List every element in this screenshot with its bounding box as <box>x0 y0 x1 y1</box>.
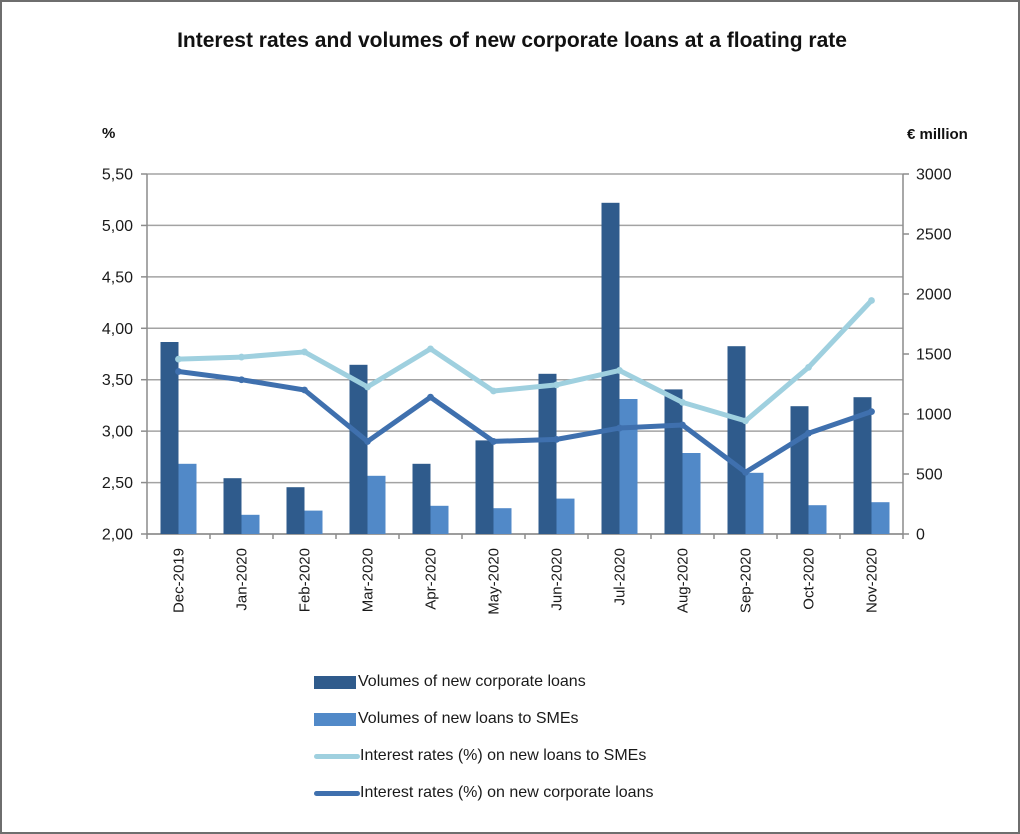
x-axis-category-label: Aug-2020 <box>675 548 692 613</box>
x-axis-category-label: Dec-2019 <box>171 548 188 613</box>
bar-volumes-corporate-Aug-2020 <box>664 389 683 534</box>
x-axis-category-label: Nov-2020 <box>864 548 881 613</box>
right-axis-tick-label: 2000 <box>916 287 952 304</box>
bar-volumes-corporate-Oct-2020 <box>790 406 809 534</box>
bar-volumes-smes-May-2020 <box>493 508 512 534</box>
marker-rates-smes-Nov-2020 <box>868 297 875 304</box>
marker-rates-corporate-Jan-2020 <box>238 376 245 384</box>
bar-volumes-smes-Jul-2020 <box>619 399 638 534</box>
marker-rates-corporate-Apr-2020 <box>427 393 434 401</box>
bar-volumes-smes-Oct-2020 <box>808 505 827 534</box>
bar-volumes-smes-Apr-2020 <box>430 505 449 534</box>
bar-volumes-corporate-Dec-2019 <box>160 342 179 534</box>
left-axis-tick-label: 2,50 <box>102 475 133 492</box>
marker-rates-smes-Aug-2020 <box>679 398 686 406</box>
right-axis-tick-label: 2500 <box>916 227 952 244</box>
marker-rates-smes-Feb-2020 <box>301 348 308 356</box>
left-axis-unit-label: % <box>102 125 116 142</box>
legend-label-rates-corporate: Interest rates (%) on new corporate loan… <box>360 784 654 801</box>
bar-volumes-smes-Nov-2020 <box>871 502 890 534</box>
x-axis-category-label: Mar-2020 <box>360 548 377 612</box>
left-axis-tick-label: 4,00 <box>102 321 133 338</box>
chart-title: Interest rates and volumes of new corpor… <box>177 29 847 52</box>
legend-item-volumes-corporate: Volumes of new corporate loans <box>314 670 653 694</box>
marker-rates-corporate-Nov-2020 <box>868 408 875 415</box>
legend-swatch-volumes-smes-bar-icon <box>314 712 356 726</box>
chart-legend: Volumes of new corporate loans Volumes of… <box>314 670 653 805</box>
left-axis-tick-label: 3,00 <box>102 424 133 441</box>
legend-label-volumes-corporate: Volumes of new corporate loans <box>358 673 586 690</box>
right-axis-unit-label: € million <box>907 126 968 143</box>
x-axis-category-label: Jun-2020 <box>549 548 566 611</box>
marker-rates-corporate-Mar-2020 <box>364 438 371 445</box>
bar-volumes-corporate-Apr-2020 <box>412 463 431 534</box>
bar-volumes-corporate-May-2020 <box>475 440 494 534</box>
marker-rates-corporate-Oct-2020 <box>805 429 812 437</box>
bar-volumes-corporate-Jul-2020 <box>601 202 620 535</box>
right-axis-tick-label: 0 <box>916 527 925 544</box>
left-axis-tick-label: 5,50 <box>102 167 133 184</box>
legend-item-volumes-smes: Volumes of new loans to SMEs <box>314 707 653 731</box>
bar-volumes-corporate-Mar-2020 <box>349 364 368 534</box>
marker-rates-smes-Oct-2020 <box>805 363 812 371</box>
bar-volumes-corporate-Jun-2020 <box>538 373 557 534</box>
legend-label-rates-smes: Interest rates (%) on new loans to SMEs <box>360 747 647 764</box>
bar-volumes-smes-Mar-2020 <box>367 475 386 534</box>
marker-rates-corporate-May-2020 <box>490 438 497 445</box>
marker-rates-corporate-Aug-2020 <box>679 421 686 429</box>
marker-rates-smes-Mar-2020 <box>364 383 371 391</box>
x-axis-category-label: Oct-2020 <box>801 548 818 610</box>
legend-item-rates-smes: Interest rates (%) on new loans to SMEs <box>314 744 653 768</box>
right-axis-tick-label: 3000 <box>916 167 952 184</box>
bar-volumes-corporate-Sep-2020 <box>727 346 746 534</box>
bar-volumes-corporate-Jan-2020 <box>223 478 242 534</box>
right-axis-tick-label: 1500 <box>916 347 952 364</box>
legend-swatch-rates-smes-line-icon <box>314 753 360 759</box>
legend-swatch-rates-corporate-line-icon <box>314 790 360 796</box>
left-axis-tick-label: 3,50 <box>102 372 133 389</box>
bar-volumes-corporate-Feb-2020 <box>286 487 305 534</box>
marker-rates-smes-Apr-2020 <box>427 345 434 353</box>
bar-volumes-smes-Jan-2020 <box>241 514 260 534</box>
legend-swatch-volumes-corporate-bar-icon <box>314 675 356 689</box>
line-rates-corporate <box>176 368 874 475</box>
bar-volumes-smes-Jun-2020 <box>556 498 575 534</box>
bar-volumes-smes-Sep-2020 <box>745 472 764 534</box>
marker-rates-smes-May-2020 <box>490 387 497 395</box>
bar-volumes-smes-Aug-2020 <box>682 453 701 534</box>
x-axis-category-label: Apr-2020 <box>423 548 440 610</box>
marker-rates-corporate-Jun-2020 <box>553 435 560 443</box>
left-axis-tick-label: 4,50 <box>102 269 133 286</box>
marker-rates-corporate-Dec-2019 <box>175 368 182 375</box>
legend-label-volumes-smes: Volumes of new loans to SMEs <box>358 710 579 727</box>
marker-rates-corporate-Sep-2020 <box>742 468 749 476</box>
marker-rates-smes-Dec-2019 <box>175 355 182 363</box>
bar-volumes-smes-Dec-2019 <box>178 463 197 534</box>
x-axis-category-label: Sep-2020 <box>738 548 755 613</box>
marker-rates-smes-Sep-2020 <box>742 417 749 425</box>
right-axis-tick-label: 500 <box>916 467 943 484</box>
legend-item-rates-corporate: Interest rates (%) on new corporate loan… <box>314 781 653 805</box>
bar-volumes-corporate-Nov-2020 <box>853 397 872 534</box>
x-axis-category-label: Feb-2020 <box>297 548 314 612</box>
bar-volumes-smes-Feb-2020 <box>304 510 323 534</box>
left-axis-tick-label: 2,00 <box>102 527 133 544</box>
x-axis-category-label: Jan-2020 <box>234 548 251 611</box>
marker-rates-smes-Jul-2020 <box>616 367 623 374</box>
marker-rates-corporate-Feb-2020 <box>301 386 308 394</box>
marker-rates-smes-Jan-2020 <box>238 353 245 361</box>
marker-rates-smes-Jun-2020 <box>553 381 560 389</box>
x-axis-category-label: May-2020 <box>486 548 503 615</box>
right-axis-tick-label: 1000 <box>916 407 952 424</box>
line-rates-smes <box>176 298 874 424</box>
left-axis-tick-label: 5,00 <box>102 218 133 235</box>
marker-rates-corporate-Jul-2020 <box>616 424 623 432</box>
x-axis-category-label: Jul-2020 <box>612 548 629 606</box>
